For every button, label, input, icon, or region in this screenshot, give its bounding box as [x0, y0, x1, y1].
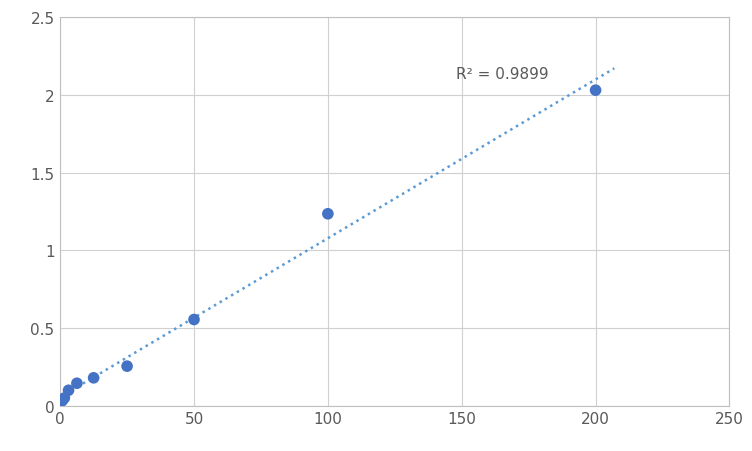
- Point: [87, 374, 99, 382]
- Point: [62, 387, 74, 394]
- Point: [59, 395, 71, 402]
- Point: [56, 397, 68, 405]
- Point: [188, 316, 200, 323]
- Point: [590, 87, 602, 95]
- Text: R² = 0.9899: R² = 0.9899: [456, 66, 549, 81]
- Point: [322, 211, 334, 218]
- Point: [71, 380, 83, 387]
- Point: [121, 363, 133, 370]
